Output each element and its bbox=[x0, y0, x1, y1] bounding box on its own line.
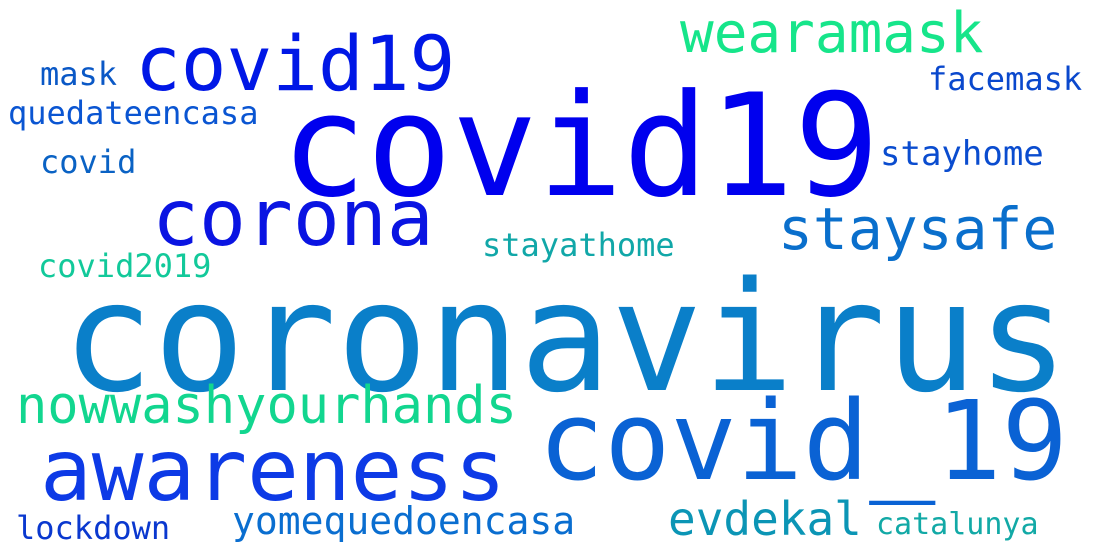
word-mask: mask bbox=[40, 55, 118, 93]
word-staysafe: staysafe bbox=[778, 195, 1058, 263]
word-covid: covid bbox=[40, 143, 137, 181]
word-covid-special-19: covid️19 bbox=[135, 19, 456, 108]
word-yomequedoencasa: yomequedoencasa bbox=[232, 499, 576, 543]
word-awareness: awareness bbox=[40, 421, 506, 521]
word-stayhome: stayhome bbox=[880, 134, 1044, 174]
word-covid2019: covid2019 bbox=[38, 247, 212, 285]
word-wearamask: wearamask bbox=[680, 1, 984, 66]
word-facemask: facemask bbox=[928, 60, 1083, 98]
word-lockdown: lockdown bbox=[16, 509, 171, 547]
word-quedateencasa: quedateencasa bbox=[8, 94, 259, 132]
word-evdekal: evdekal bbox=[668, 492, 862, 546]
word-catalunya: catalunya bbox=[876, 507, 1039, 542]
word-corona: corona bbox=[152, 174, 434, 264]
word-coronavirus: coronavirus bbox=[62, 249, 1069, 426]
word-covid19: covid19 bbox=[281, 64, 880, 229]
word-nowwashyourhands: nowwashyourhands bbox=[16, 376, 517, 436]
word-stayathome: stayathome bbox=[482, 226, 675, 264]
word-covid-underscore-19: covid_19 bbox=[538, 377, 1068, 505]
